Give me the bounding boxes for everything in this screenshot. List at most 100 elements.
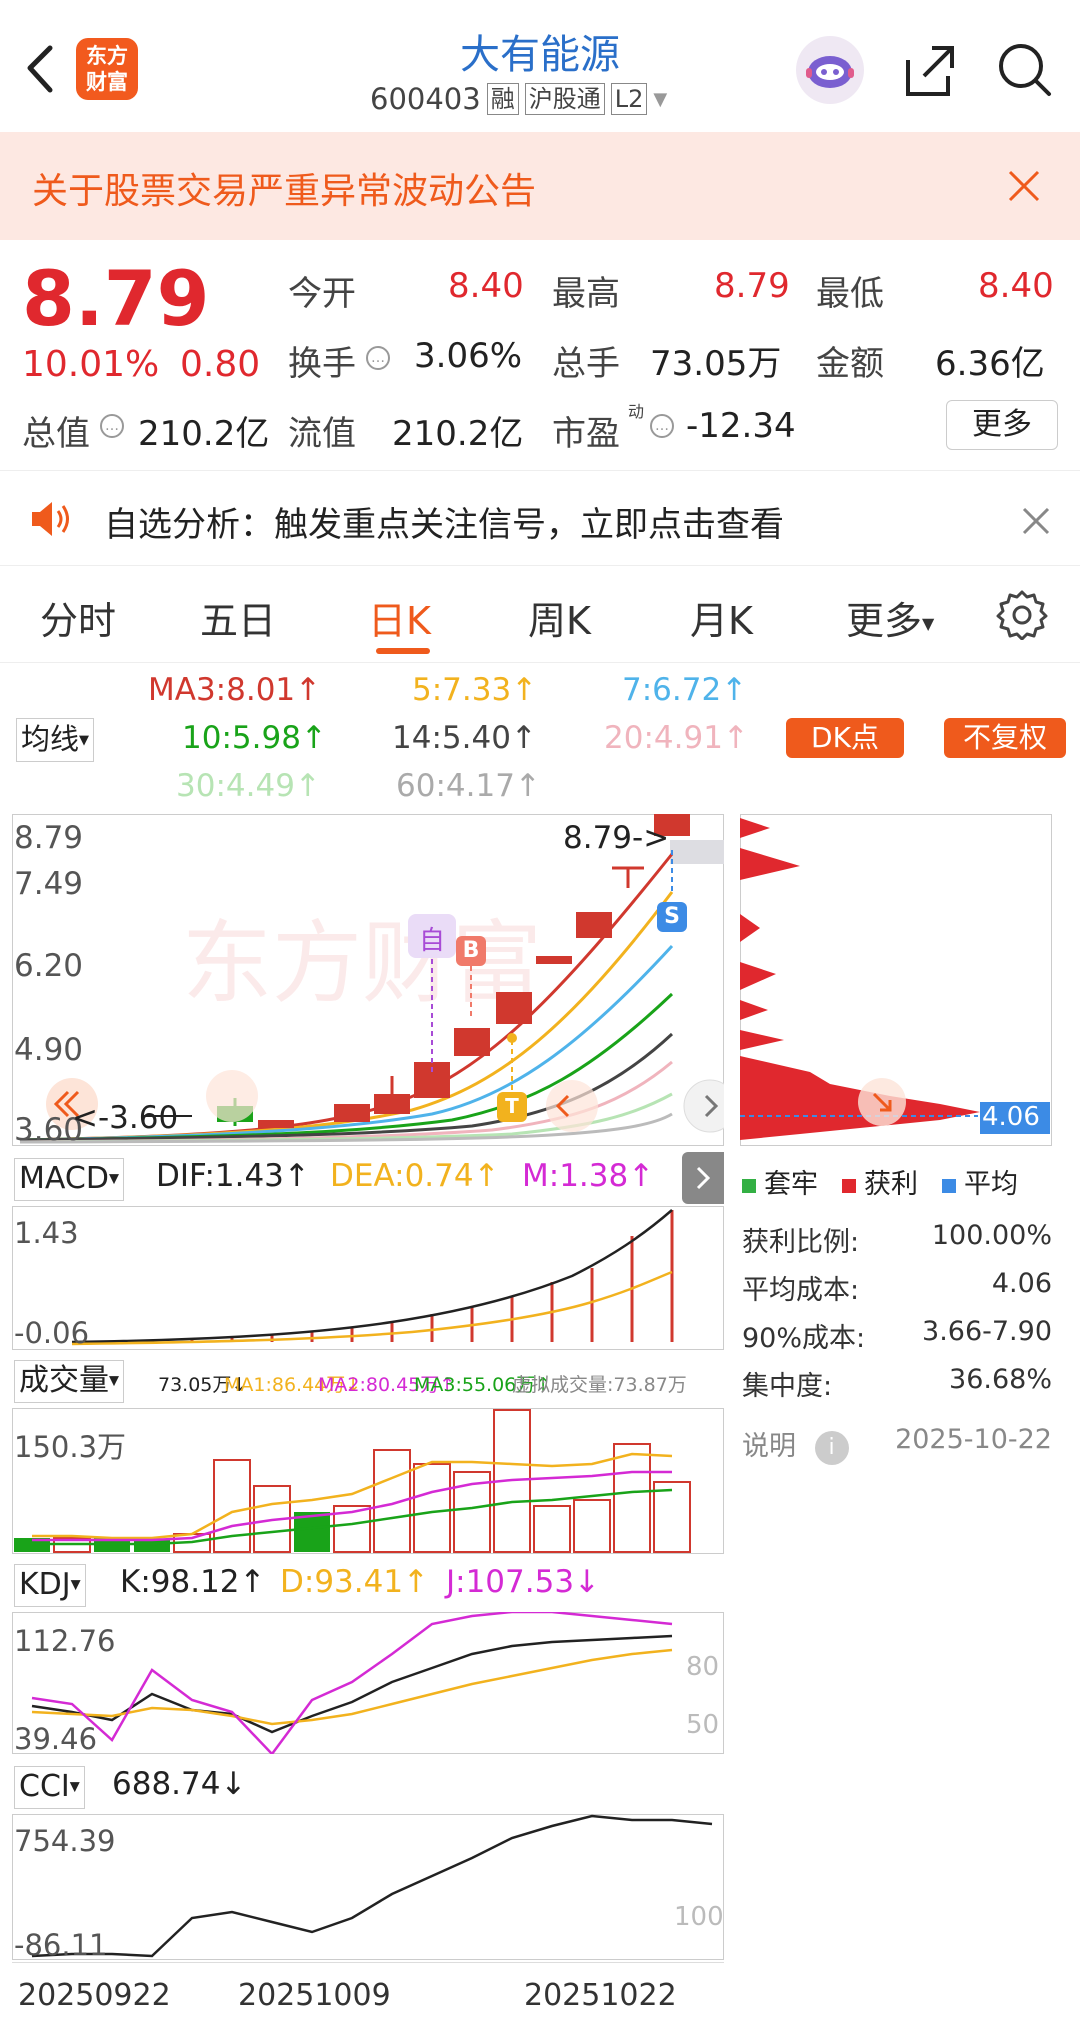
legend-trapped: 套牢 (742, 1162, 818, 1201)
notice-bar[interactable]: 关于股票交易严重异常波动公告 (0, 132, 1080, 240)
ma-selector[interactable]: 均线▼ (16, 718, 95, 762)
date-label-2: 20251009 (238, 1978, 391, 2013)
dk-label: DK点 (811, 721, 879, 754)
ma-item-ma30: 30:4.49↑ (176, 768, 321, 804)
kdj-ref-80: 80 (686, 1652, 720, 1682)
tab-five-day[interactable]: 五日 (200, 599, 277, 643)
ma-item-ma3: MA3:8.01↑ (148, 672, 322, 708)
date-label-1: 20250922 (18, 1978, 171, 2013)
stock-code: 600403 (370, 82, 481, 116)
tag-margin: 融 (486, 83, 519, 115)
low-value: 8.40 (978, 266, 1054, 306)
chip-profit-ratio-label: 获利比例: (742, 1227, 860, 1258)
alert-bar[interactable]: 自选分析：触发重点关注信号，立即点击查看 (0, 470, 1080, 566)
ma-item-ma10: 10:5.98↑ (182, 720, 327, 756)
float-value: 210.2亿 (392, 414, 524, 454)
volume-ma3: MA3:55.06万↑ (414, 1374, 552, 1396)
notice-close-icon[interactable] (1006, 168, 1042, 204)
pe-sup: 动 (628, 402, 645, 421)
volume-ma2: MA2:80.45万↑ (318, 1374, 456, 1396)
ma-selector-caret-icon: ▼ (79, 733, 90, 748)
panel-expand-icon[interactable] (682, 1152, 724, 1204)
chip-concentration-label: 集中度: (742, 1371, 833, 1402)
kdj-y-bottom: 39.46 (14, 1722, 98, 1756)
assistant-avatar-icon[interactable] (796, 36, 864, 104)
legend-average-label: 平均 (964, 1169, 1018, 1200)
no-adjust-label: 不复权 (962, 721, 1047, 754)
volume-caret-icon: ▼ (109, 1373, 119, 1389)
tab-intraday[interactable]: 分时 (40, 599, 117, 643)
amount-label: 金额 (816, 344, 884, 384)
chip-legend: 套牢 获利 平均 (742, 1162, 1018, 1201)
chip-profit-ratio-value: 100.00% (931, 1220, 1052, 1251)
alert-close-icon[interactable] (1022, 507, 1050, 535)
t-marker-icon[interactable]: T (505, 1094, 519, 1118)
macd-selector[interactable]: MACD▼ (14, 1158, 124, 1201)
cci-y-top: 754.39 (14, 1824, 116, 1858)
chip-90-cost-value: 3.66-7.90 (922, 1316, 1052, 1347)
chip-avg-cost-label: 平均成本: (742, 1275, 860, 1306)
ma-item-ma7: 7:6.72↑ (622, 672, 748, 708)
kline-chart[interactable]: 东方财富 (12, 814, 737, 1146)
macd-selector-label: MACD (19, 1161, 109, 1196)
stock-name: 大有能源 (460, 32, 620, 78)
chip-avg-tag: 4.06 (982, 1102, 1040, 1132)
kline-y-top: 8.79 (14, 820, 84, 856)
logo-text-1: 东方 (86, 44, 128, 68)
alert-text: 自选分析：触发重点关注信号，立即点击查看 (104, 505, 784, 545)
chip-avg-cost-value: 4.06 (991, 1268, 1052, 1299)
macd-caret-icon: ▼ (108, 1171, 119, 1187)
share-icon[interactable] (900, 40, 960, 100)
more-button[interactable]: 更多 (946, 400, 1058, 450)
tabs-divider (0, 662, 1080, 663)
macd-y-bottom: -0.06 (14, 1316, 90, 1350)
kdj-caret-icon: ▼ (70, 1577, 81, 1593)
pe-info-icon[interactable]: … (650, 414, 674, 438)
pe-label: 市盈 (552, 414, 620, 454)
legend-trapped-label: 套牢 (764, 1169, 818, 1200)
chip-distribution-chart[interactable] (740, 814, 1052, 1146)
stock-code-row[interactable]: 600403 融 沪股通 L2 ▼ (370, 82, 667, 116)
search-icon[interactable] (995, 40, 1055, 100)
kdj-selector[interactable]: KDJ▼ (14, 1564, 86, 1607)
tab-more[interactable]: 更多▼ (846, 590, 934, 645)
settings-gear-icon[interactable] (996, 588, 1048, 641)
self-select-marker[interactable]: 自 (418, 926, 445, 956)
volume-label: 总手 (552, 344, 620, 384)
eastmoney-logo: 东方 财富 (76, 38, 138, 100)
chip-note-label: 说明 (742, 1431, 796, 1462)
buy-marker[interactable]: B (462, 938, 480, 963)
kline-low-tag: <-3.60 (72, 1100, 179, 1136)
tab-weekly-k[interactable]: 周K (528, 599, 591, 643)
macd-y-top: 1.43 (14, 1216, 79, 1250)
sell-marker[interactable]: S (664, 904, 680, 929)
cci-chart (12, 1814, 724, 1960)
turnover-value: 3.06% (414, 336, 523, 376)
volume-selector[interactable]: 成交量▼ (14, 1360, 124, 1403)
volume-virtual: 虚拟成交量:73.87万 (512, 1374, 687, 1396)
volume-selector-label: 成交量 (19, 1363, 109, 1398)
no-adjust-button[interactable]: 不复权 (944, 718, 1066, 758)
chip-note-link[interactable]: 说明 i (742, 1424, 849, 1465)
volume-current: 73.05万↓ (158, 1374, 248, 1396)
cci-selector[interactable]: CCI▼ (14, 1766, 85, 1809)
ma-item-ma14: 14:5.40↑ (392, 720, 537, 756)
turnover-info-icon[interactable]: … (366, 346, 390, 370)
kdj-selector-label: KDJ (19, 1567, 71, 1602)
dropdown-icon: ▼ (653, 88, 668, 110)
tab-daily-k[interactable]: 日K (368, 599, 431, 643)
tag-l2: L2 (610, 83, 648, 115)
total-value: 210.2亿 (138, 414, 270, 454)
chip-90-cost-label: 90%成本: (742, 1323, 866, 1354)
legend-profit-label: 获利 (864, 1169, 918, 1200)
float-label: 流值 (288, 414, 356, 454)
dk-point-button[interactable]: DK点 (786, 718, 904, 758)
back-icon[interactable] (18, 38, 58, 98)
logo-text-2: 财富 (86, 70, 128, 94)
total-value-info-icon[interactable]: … (100, 414, 124, 438)
svg-text:东方财富: 东方财富 (182, 911, 542, 1016)
pe-value: -12.34 (686, 406, 796, 446)
tab-monthly-k[interactable]: 月K (690, 599, 753, 643)
cci-ref-100: 100 (674, 1902, 724, 1932)
kdj-chart (12, 1610, 724, 1756)
